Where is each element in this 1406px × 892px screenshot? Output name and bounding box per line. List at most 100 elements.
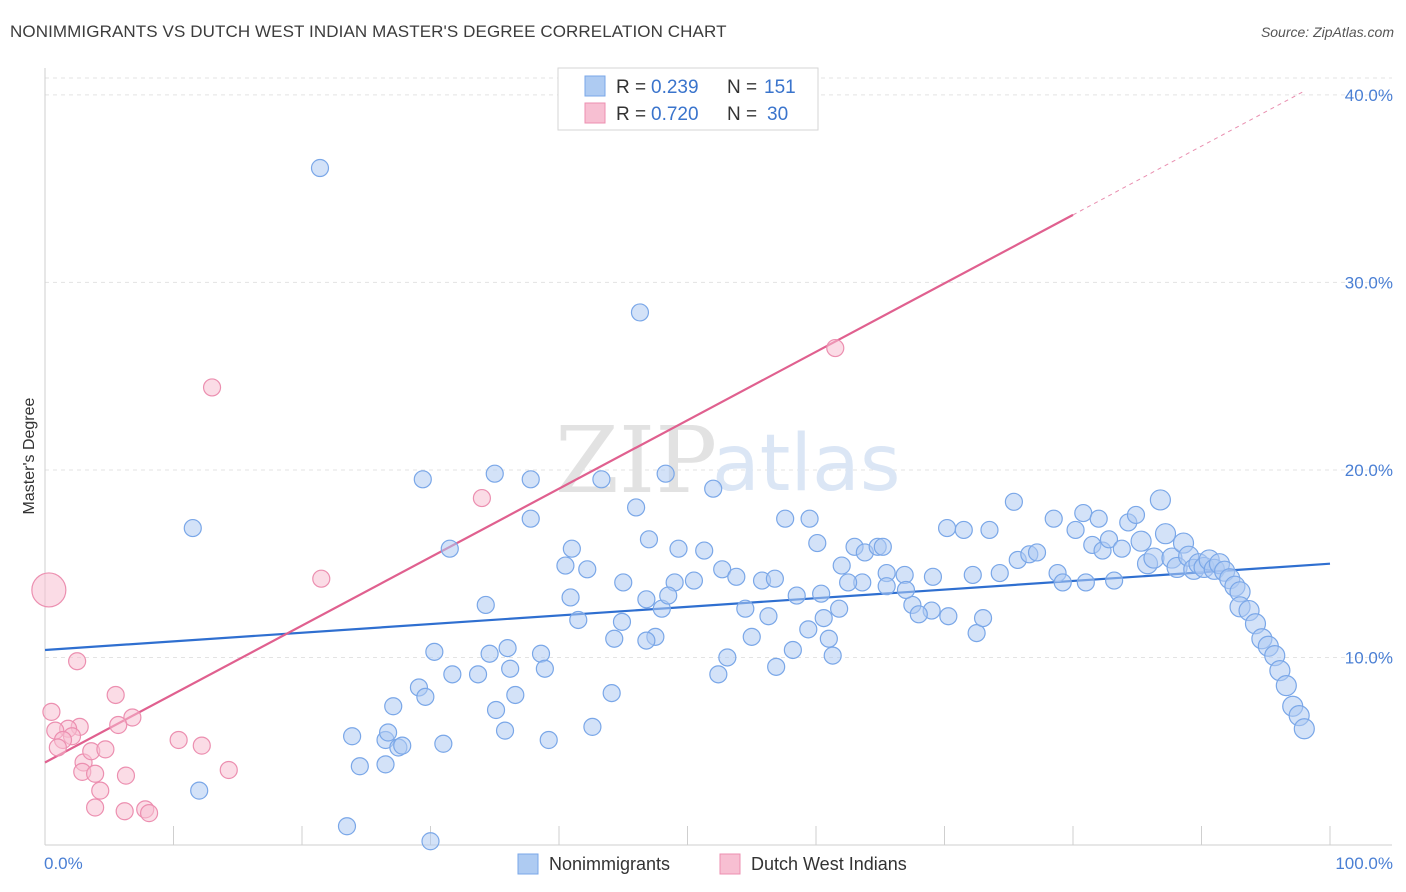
point-nonimmigrants-63 <box>1154 523 1177 545</box>
point-nonimmigrants-102 <box>718 648 737 667</box>
trend-line-1 <box>44 213 1074 764</box>
point-nonimmigrants-59 <box>1130 530 1152 552</box>
point-nonimmigrants-88 <box>1293 718 1315 740</box>
point-nonimmigrants-111 <box>669 539 688 558</box>
point-dutch-west-indians-16 <box>169 730 188 750</box>
point-dutch-west-indians-29 <box>139 804 159 823</box>
point-nonimmigrants-10 <box>521 509 540 528</box>
point-nonimmigrants-124 <box>468 665 488 684</box>
point-nonimmigrants-85 <box>1275 674 1297 697</box>
data-points <box>31 158 1315 851</box>
point-dutch-west-indians-8 <box>123 708 142 727</box>
point-nonimmigrants-101 <box>736 599 755 618</box>
point-nonimmigrants-104 <box>742 627 761 646</box>
point-nonimmigrants-145 <box>425 642 444 661</box>
point-nonimmigrants-141 <box>539 730 558 750</box>
legend-r-value-1: 0.239 <box>651 77 699 98</box>
point-nonimmigrants-8 <box>704 479 723 498</box>
point-nonimmigrants-97 <box>830 599 849 618</box>
point-nonimmigrants-110 <box>839 573 858 592</box>
point-dutch-west-indians-26 <box>86 798 105 817</box>
point-nonimmigrants-142 <box>583 717 602 736</box>
point-nonimmigrants-135 <box>393 736 412 755</box>
bottom-legend-swatch-dutch-west-indians <box>719 853 741 875</box>
point-nonimmigrants-138 <box>434 734 453 753</box>
point-nonimmigrants-45 <box>1044 509 1063 528</box>
point-nonimmigrants-108 <box>819 629 838 648</box>
point-nonimmigrants-56 <box>1112 539 1131 558</box>
point-dutch-west-indians-0 <box>31 572 67 608</box>
point-nonimmigrants-39 <box>1004 492 1023 511</box>
watermark-zip: ZIP <box>555 407 717 514</box>
point-nonimmigrants-48 <box>1066 520 1085 540</box>
point-nonimmigrants-114 <box>659 586 678 605</box>
y-tick-labels: 10.0% 20.0% 30.0% 40.0% <box>1345 86 1393 668</box>
point-nonimmigrants-150 <box>421 832 440 851</box>
point-dutch-west-indians-22 <box>86 764 105 783</box>
bottom-legend-nonimmigrants: Nonimmigrants <box>549 854 670 874</box>
point-nonimmigrants-22 <box>765 569 784 588</box>
point-nonimmigrants-116 <box>612 612 632 631</box>
point-nonimmigrants-95 <box>973 608 993 628</box>
point-nonimmigrants-36 <box>923 567 943 586</box>
point-nonimmigrants-103 <box>709 665 728 684</box>
point-nonimmigrants-149 <box>337 817 357 836</box>
point-nonimmigrants-52 <box>1089 509 1108 528</box>
point-nonimmigrants-30 <box>832 556 851 575</box>
point-nonimmigrants-2 <box>183 518 202 538</box>
point-nonimmigrants-15 <box>713 560 732 579</box>
point-nonimmigrants-41 <box>990 563 1009 583</box>
bottom-legend-dutch-west-indians: Dutch West Indians <box>751 854 907 874</box>
point-nonimmigrants-49 <box>1074 503 1093 523</box>
x-tick-label-left: 0.0% <box>44 854 83 873</box>
point-dutch-west-indians-27 <box>115 802 134 821</box>
point-nonimmigrants-125 <box>443 665 462 684</box>
point-nonimmigrants-109 <box>823 646 842 665</box>
point-nonimmigrants-6 <box>592 470 611 489</box>
legend-n-value-1: 151 <box>764 77 796 98</box>
point-nonimmigrants-129 <box>416 687 435 706</box>
point-nonimmigrants-61 <box>1143 547 1165 569</box>
point-dutch-west-indians-1 <box>202 378 222 397</box>
y-tick-label-40: 40.0% <box>1345 86 1393 105</box>
point-nonimmigrants-131 <box>343 727 362 746</box>
point-nonimmigrants-44 <box>1027 543 1047 562</box>
point-nonimmigrants-143 <box>602 684 621 703</box>
y-tick-label-10: 10.0% <box>1345 648 1393 667</box>
legend-n-value-2: 30 <box>767 104 788 125</box>
point-nonimmigrants-47 <box>1053 573 1072 592</box>
point-nonimmigrants-3 <box>413 470 432 489</box>
legend-swatch-dutch-west-indians <box>584 102 606 124</box>
bottom-legend-swatch-nonimmigrants <box>517 853 539 875</box>
point-nonimmigrants-106 <box>783 640 802 660</box>
point-nonimmigrants-119 <box>637 631 656 650</box>
point-nonimmigrants-24 <box>800 509 819 528</box>
point-nonimmigrants-29 <box>873 537 892 556</box>
point-nonimmigrants-94 <box>896 580 916 600</box>
point-dutch-west-indians-17 <box>192 736 211 755</box>
x-tick-labels: 0.0% 100.0% <box>44 854 1393 873</box>
point-nonimmigrants-115 <box>637 590 656 609</box>
point-nonimmigrants-5 <box>521 470 540 489</box>
point-nonimmigrants-37 <box>954 520 973 540</box>
legend-n-label-1: N = <box>727 77 757 98</box>
point-nonimmigrants-120 <box>569 610 588 630</box>
x-tick-label-right: 100.0% <box>1335 854 1393 873</box>
point-nonimmigrants-13 <box>639 530 659 549</box>
legend-swatch-nonimmigrants <box>584 75 606 97</box>
stats-legend: R = 0.239 N = 151 R = 0.720 N = 30 <box>557 67 819 131</box>
point-nonimmigrants-25 <box>808 533 827 553</box>
point-dutch-west-indians-15 <box>48 738 67 757</box>
point-dutch-west-indians-5 <box>68 652 87 671</box>
point-nonimmigrants-137 <box>350 757 369 776</box>
point-dutch-west-indians-24 <box>219 760 238 780</box>
point-nonimmigrants-14 <box>695 541 714 560</box>
point-nonimmigrants-100 <box>759 607 778 626</box>
y-tick-label-30: 30.0% <box>1345 273 1393 292</box>
point-nonimmigrants-16 <box>578 560 597 579</box>
point-nonimmigrants-144 <box>498 638 517 658</box>
legend-r-value-2: 0.720 <box>651 104 699 125</box>
point-nonimmigrants-130 <box>384 697 403 716</box>
point-nonimmigrants-99 <box>787 586 806 605</box>
point-nonimmigrants-58 <box>1126 505 1146 525</box>
